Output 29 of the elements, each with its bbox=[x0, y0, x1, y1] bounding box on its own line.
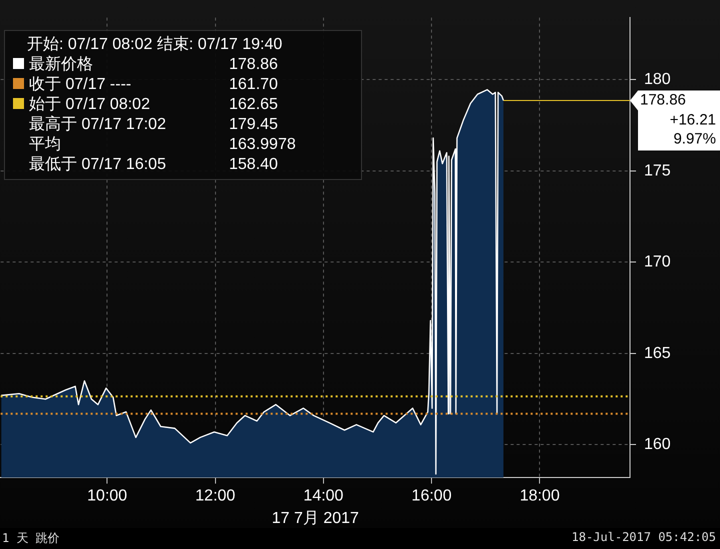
annotation: 开始: 07/17 08:02 结束: 07/17 19:40 bbox=[26, 35, 284, 55]
x-tick-label: 16:00 bbox=[412, 488, 452, 505]
y-tick-label: 180 bbox=[644, 71, 671, 88]
y-tick-label: 160 bbox=[644, 436, 671, 454]
annotation: 158.40 bbox=[229, 155, 278, 175]
y-tick-label: 170 bbox=[644, 254, 671, 271]
y-tick-label: 175 bbox=[644, 162, 671, 180]
annotation: 最低于 07/17 16:05 bbox=[29, 155, 167, 175]
text: 18-Jul-2017 05:42:05 bbox=[572, 530, 716, 546]
text: 9.97% bbox=[673, 130, 716, 148]
annotation: 162.65 bbox=[229, 95, 278, 115]
annotation: 平均 bbox=[29, 135, 62, 155]
annotation: 163.9978 bbox=[229, 135, 296, 155]
ref-line-label: 178.86 bbox=[640, 92, 686, 109]
text: +16.21 bbox=[670, 112, 716, 129]
annotation: 178.86 bbox=[229, 55, 278, 75]
annotation: 179.45 bbox=[229, 115, 278, 135]
text: 1 天 跳价 bbox=[2, 530, 60, 547]
annotation: 收于 07/17 ---- bbox=[29, 75, 132, 95]
x-tick-label: 12:00 bbox=[195, 488, 236, 505]
x-axis-title: 17 7月 2017 bbox=[272, 510, 360, 527]
y-tick-label: 165 bbox=[644, 344, 671, 362]
x-tick-label: 14:00 bbox=[303, 488, 344, 505]
annotation: 始于 07/17 08:02 bbox=[29, 95, 151, 115]
x-tick-label: 18:00 bbox=[520, 488, 560, 505]
x-tick-label: 10:00 bbox=[87, 488, 128, 505]
annotation: 最新价格 bbox=[29, 55, 94, 75]
annotation: 161.70 bbox=[229, 75, 278, 95]
annotation: 最高于 07/17 17:02 bbox=[29, 115, 167, 135]
